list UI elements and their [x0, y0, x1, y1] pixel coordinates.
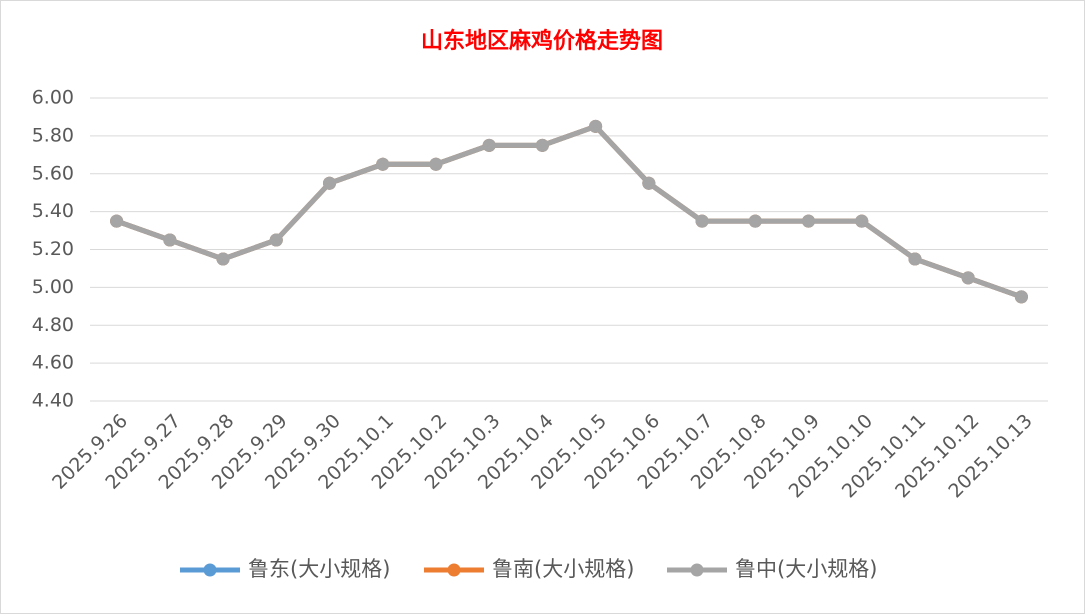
legend-label: 鲁南(大小规格): [492, 557, 634, 581]
y-tick-label: 5.80: [32, 124, 74, 146]
data-point: [589, 119, 603, 133]
data-point: [216, 252, 230, 266]
data-point: [908, 252, 922, 266]
data-point: [429, 157, 443, 171]
legend-marker: [203, 563, 217, 577]
y-tick-label: 5.60: [32, 162, 74, 184]
data-point: [642, 176, 656, 190]
data-point: [482, 138, 496, 152]
series-line: [115, 123, 1023, 300]
legend-label: 鲁中(大小规格): [735, 557, 877, 581]
legend-marker: [690, 563, 704, 577]
data-point: [961, 271, 975, 285]
data-point: [110, 214, 124, 228]
y-tick-label: 5.00: [32, 276, 74, 298]
chart-title: 山东地区麻鸡价格走势图: [421, 28, 663, 54]
y-tick-label: 6.00: [32, 87, 74, 109]
data-point: [323, 176, 336, 190]
data-point: [855, 214, 869, 228]
data-point: [802, 214, 815, 228]
legend-label: 鲁东(大小规格): [248, 557, 390, 581]
data-point: [376, 157, 390, 171]
data-point: [1014, 290, 1028, 304]
y-tick-label: 4.80: [32, 314, 74, 336]
data-point: [535, 138, 549, 152]
y-tick-label: 5.40: [32, 200, 74, 222]
data-point: [163, 233, 177, 247]
data-point: [748, 214, 762, 228]
y-tick-label: 5.20: [32, 238, 74, 260]
y-tick-label: 4.40: [32, 390, 74, 412]
data-point: [695, 214, 709, 228]
legend-marker: [447, 563, 461, 577]
y-tick-label: 4.60: [32, 352, 74, 374]
data-point: [269, 233, 283, 247]
